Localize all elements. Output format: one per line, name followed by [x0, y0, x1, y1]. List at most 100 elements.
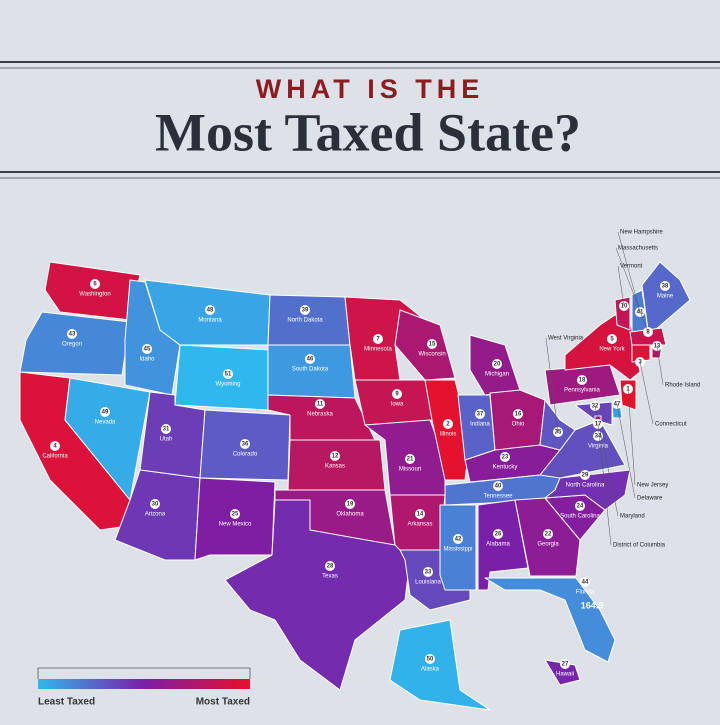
state-name: Hawaii	[556, 672, 574, 678]
rank-badge	[345, 499, 355, 509]
state-rank: 25	[232, 512, 239, 518]
rank-badge	[325, 561, 335, 571]
rank-badge	[560, 659, 570, 669]
rank-badge	[580, 577, 590, 587]
state-rank: 42	[455, 537, 462, 543]
state-name: Oregon	[62, 342, 82, 348]
callout-line	[597, 423, 612, 546]
state-name: Montana	[198, 318, 222, 324]
state-rank: 31	[163, 427, 170, 433]
rank-badge	[607, 334, 617, 344]
rank-badge	[300, 305, 310, 315]
state-name: Georgia	[537, 542, 559, 548]
state-rank: 45	[144, 347, 151, 353]
state-name: Arkansas	[407, 522, 432, 528]
state-shape	[439, 504, 477, 591]
state-rank: 28	[327, 564, 334, 570]
state-shape	[539, 399, 576, 451]
state-rank: 46	[307, 357, 314, 363]
legend-bracket	[37, 667, 251, 679]
state-name: Kentucky	[493, 465, 518, 471]
state-name: Arizona	[145, 512, 166, 518]
state-rank: 6	[93, 282, 97, 288]
state-rank: 27	[562, 662, 569, 668]
rank-badge	[373, 334, 383, 344]
callout-label: Rhode Island	[665, 383, 700, 389]
callout-label: New Hampshire	[620, 230, 663, 236]
state-rank: 4	[53, 444, 57, 450]
callout-line	[616, 403, 636, 499]
state-name: Alabama	[486, 542, 510, 548]
state-shape	[544, 364, 621, 406]
state-rank: 33	[425, 570, 432, 576]
state-name: Wisconsin	[418, 352, 445, 358]
rank-badge	[330, 451, 340, 461]
state-rank: 38	[662, 284, 669, 290]
state-name: Colorado	[233, 452, 258, 458]
state-rank: 26	[495, 532, 502, 538]
state-name: Tennessee	[483, 494, 513, 500]
state-rank: 5	[610, 337, 614, 343]
state-name: Oklahoma	[336, 512, 364, 518]
state-rank: 24	[577, 504, 584, 510]
rank-badge	[305, 354, 315, 364]
state-rank: 22	[545, 532, 552, 538]
state-rank: 23	[502, 455, 509, 461]
legend-low: Least Taxed	[38, 697, 95, 708]
state-shape	[544, 469, 631, 511]
state-name: South Carolina	[560, 514, 600, 520]
title: Most Taxed State?	[155, 102, 581, 162]
state-name: Louisiana	[415, 580, 441, 586]
state-rank: 14	[417, 512, 424, 518]
rank-badge	[423, 567, 433, 577]
rank-badge	[660, 281, 670, 291]
callout-line	[617, 231, 641, 313]
state-rank: 12	[332, 454, 339, 460]
rank-badge	[575, 501, 585, 511]
rank-badge	[223, 369, 233, 379]
callout-label: Maryland	[620, 514, 645, 520]
state-rank: 37	[477, 412, 484, 418]
state-name: Minnesota	[364, 347, 392, 353]
rank-badge	[492, 359, 502, 369]
state-name: Wyoming	[216, 382, 241, 388]
state-rank: 48	[207, 308, 214, 314]
rank-badge	[427, 339, 437, 349]
rank-badge	[493, 529, 503, 539]
rank-badge	[230, 509, 240, 519]
state-shape	[389, 619, 491, 711]
state-name: Utah	[160, 437, 173, 443]
state-rank: 21	[407, 457, 414, 463]
rank-badge	[392, 389, 402, 399]
state-rank: 39	[302, 308, 309, 314]
state-rank: 16	[515, 412, 522, 418]
state-rank: 2	[446, 422, 450, 428]
rank-badge	[453, 534, 463, 544]
callout-label: Massachusetts	[618, 246, 658, 252]
state-shape	[19, 311, 131, 376]
rank-badge	[161, 424, 171, 434]
kicker: WHAT IS THE	[256, 74, 484, 104]
state-rank: 11	[317, 402, 324, 408]
state-name: Mississippi	[443, 547, 472, 553]
state-map: 6 Washington 43 Oregon 4 California 49 Nevada 45…	[19, 230, 700, 711]
state-shape	[224, 499, 411, 691]
legend-high: Most Taxed	[196, 697, 250, 708]
state-rank: 9	[395, 392, 399, 398]
state-rank: 29	[582, 473, 589, 479]
state-name: Michigan	[485, 372, 509, 378]
state-name: Indiana	[470, 422, 490, 428]
state-rank: 34	[595, 434, 602, 440]
state-rank: 35	[555, 430, 562, 436]
rank-badge	[443, 419, 453, 429]
callout-label: Vermont	[620, 264, 643, 270]
callout-line	[617, 265, 625, 307]
rank-badge	[543, 529, 553, 539]
state-rank: 17	[595, 422, 602, 428]
callout-label: District of Columbia	[613, 543, 666, 549]
state-rank: 41	[637, 310, 644, 316]
rank-badge	[240, 439, 250, 449]
state-name: Maine	[657, 294, 674, 300]
state-name: New York	[599, 347, 625, 353]
